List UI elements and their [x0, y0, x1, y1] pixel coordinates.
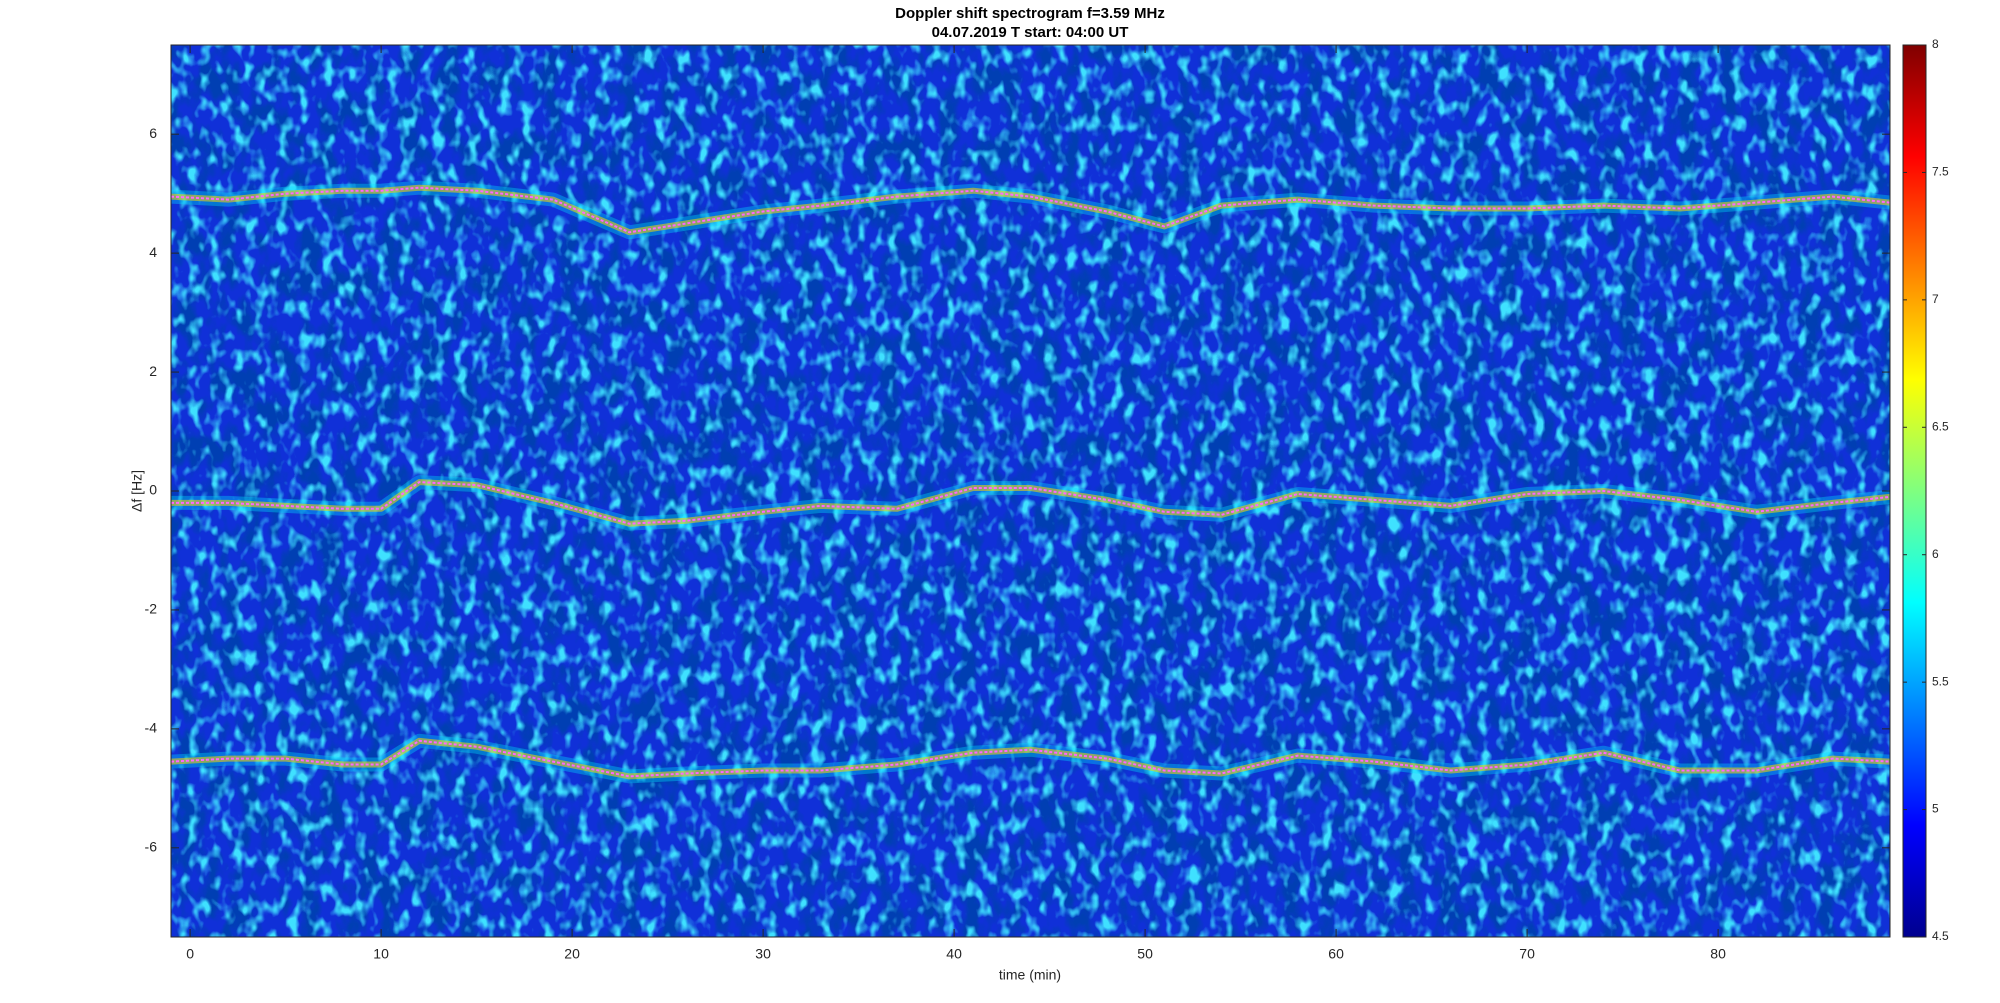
x-tick-label: 60 — [1328, 946, 1344, 962]
y-tick-label: -2 — [145, 601, 158, 617]
colorbar-tick-label: 7 — [1932, 292, 1939, 306]
trace — [171, 186, 1890, 234]
trace — [171, 739, 1890, 778]
x-tick-label: 70 — [1519, 946, 1535, 962]
chart-subtitle: 04.07.2019 T start: 04:00 UT — [932, 24, 1129, 41]
colorbar-tick-label: 8 — [1932, 37, 1939, 51]
x-tick-label: 80 — [1710, 946, 1726, 962]
x-tick-label: 10 — [373, 946, 389, 962]
colorbar-tick-label: 4.5 — [1932, 929, 1949, 943]
colorbar-tick-label: 6 — [1932, 547, 1939, 561]
spectrogram-image — [171, 45, 1890, 937]
x-tick-label: 30 — [755, 946, 771, 962]
y-tick-label: 6 — [149, 125, 157, 141]
y-tick-label: -4 — [145, 720, 158, 736]
x-tick-label: 40 — [946, 946, 962, 962]
y-tick-label: 4 — [149, 244, 157, 260]
chart-title: Doppler shift spectrogram f=3.59 MHz — [895, 5, 1165, 22]
colorbar-tick-label: 7.5 — [1932, 165, 1949, 179]
x-axis-label: time (min) — [999, 967, 1061, 983]
y-tick-label: -6 — [145, 839, 158, 855]
x-tick-label: 50 — [1137, 946, 1153, 962]
x-tick-label: 0 — [186, 946, 194, 962]
y-axis-label: Δf [Hz] — [129, 470, 145, 512]
colorbar-tick-label: 5 — [1932, 802, 1939, 816]
y-tick-label: 0 — [149, 482, 157, 498]
colorbar-tick-label: 6.5 — [1932, 419, 1949, 433]
trace — [171, 481, 1890, 525]
colorbar-tick-label: 5.5 — [1932, 674, 1949, 688]
colorbar — [1902, 44, 1927, 938]
y-tick-label: 2 — [149, 363, 157, 379]
x-tick-label: 20 — [564, 946, 580, 962]
